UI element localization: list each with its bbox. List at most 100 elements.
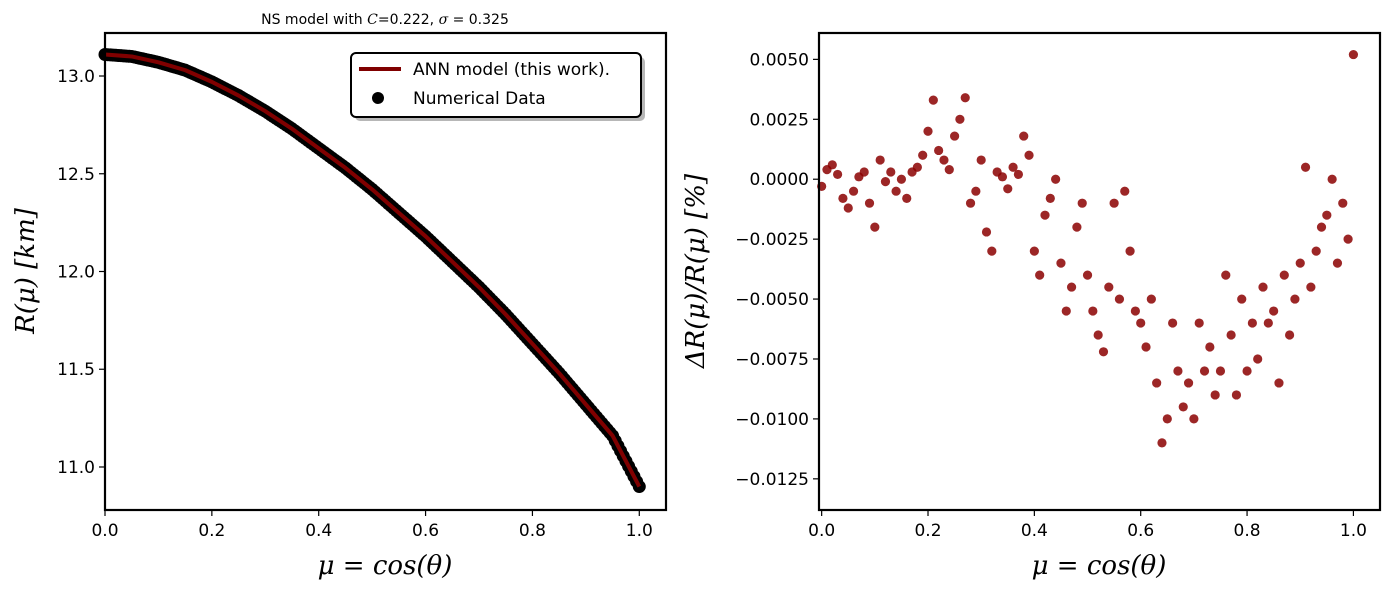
y-tick-label: −0.0025 bbox=[735, 230, 809, 250]
residual-data-point bbox=[859, 167, 869, 177]
residual-data-point bbox=[1157, 438, 1167, 448]
legend-label-numerical: Numerical Data bbox=[413, 89, 546, 109]
left-x-ticks: 0.0 0.2 0.4 0.6 0.8 1.0 bbox=[91, 510, 653, 541]
residual-data-point bbox=[1253, 354, 1263, 364]
residual-data-point bbox=[1322, 210, 1332, 220]
right-x-axis-label: μ = cos(θ) bbox=[1032, 551, 1167, 581]
left-y-axis-label: R(μ) [km] bbox=[11, 207, 41, 335]
residual-data-point bbox=[891, 186, 901, 196]
residual-data-point bbox=[1120, 186, 1130, 196]
residual-data-point bbox=[1114, 294, 1125, 304]
residual-data-point bbox=[1210, 390, 1220, 400]
residual-data-point bbox=[1024, 150, 1034, 160]
residual-data-point bbox=[1199, 366, 1210, 376]
y-tick-label: 13.0 bbox=[57, 67, 95, 87]
residual-data-point bbox=[950, 131, 960, 141]
residual-data-point bbox=[1141, 342, 1151, 352]
residual-data-point bbox=[918, 150, 928, 160]
x-tick-label: 1.0 bbox=[1340, 521, 1367, 541]
y-tick-label: −0.0075 bbox=[735, 350, 809, 370]
residual-data-point bbox=[1093, 330, 1103, 340]
x-tick-label: 0.6 bbox=[412, 521, 439, 541]
residual-data-point bbox=[923, 126, 933, 136]
residual-data-point bbox=[896, 174, 907, 184]
residual-data-point bbox=[1072, 222, 1082, 232]
residual-data-point bbox=[1040, 210, 1050, 220]
residual-data-point bbox=[912, 162, 922, 172]
residual-data-point bbox=[1263, 318, 1273, 328]
residual-data-point bbox=[1136, 318, 1146, 328]
legend: ANN model (this work). Numerical Data bbox=[350, 52, 645, 121]
residual-data-point bbox=[965, 198, 976, 208]
ann-model-line bbox=[104, 52, 642, 488]
residual-data-point bbox=[1290, 294, 1300, 304]
y-tick-label: 11.5 bbox=[57, 360, 95, 380]
residual-data-point bbox=[1104, 282, 1114, 292]
residual-data-point bbox=[870, 222, 880, 232]
residual-data-point bbox=[1231, 390, 1242, 400]
residual-data-point bbox=[1013, 169, 1024, 180]
residual-data-point bbox=[981, 227, 992, 237]
residual-data-point bbox=[1045, 193, 1055, 203]
x-tick-label: 0.2 bbox=[914, 521, 941, 541]
residual-data-point bbox=[1098, 347, 1109, 357]
residual-data-point bbox=[944, 165, 954, 175]
left-axes-frame bbox=[103, 31, 668, 512]
residual-data-point bbox=[1178, 402, 1188, 412]
legend-scatter-swatch bbox=[372, 92, 384, 104]
x-tick-label: 0.0 bbox=[91, 521, 118, 541]
residual-data-point bbox=[1061, 306, 1071, 316]
residual-data-point bbox=[1348, 49, 1359, 60]
residual-data-point bbox=[1162, 414, 1172, 424]
residual-data-point bbox=[1221, 270, 1231, 280]
residual-data-point bbox=[1056, 258, 1066, 268]
x-tick-label: 1.0 bbox=[626, 521, 653, 541]
residual-data-point bbox=[1082, 270, 1093, 280]
x-tick-label: 0.4 bbox=[305, 521, 332, 541]
x-tick-label: 0.0 bbox=[808, 521, 835, 541]
residual-data-point bbox=[1247, 318, 1257, 328]
residual-data-point bbox=[934, 145, 944, 156]
legend-label-ann: ANN model (this work). bbox=[413, 60, 610, 80]
residual-data-point bbox=[1300, 162, 1311, 172]
residual-data-point bbox=[1242, 366, 1252, 376]
residual-data-point bbox=[1215, 366, 1226, 376]
residual-data-point bbox=[843, 203, 853, 213]
right-plot-marks bbox=[817, 49, 1359, 448]
residual-data-point bbox=[1008, 162, 1018, 172]
residual-data-point bbox=[1338, 198, 1348, 208]
residual-data-point bbox=[955, 114, 965, 124]
residual-data-point bbox=[997, 172, 1008, 182]
residual-data-point bbox=[886, 167, 896, 177]
left-chart: NS model with C=0.222, σ = 0.325 11.011.… bbox=[11, 12, 668, 581]
x-tick-label: 0.8 bbox=[1234, 521, 1261, 541]
y-tick-label: 0.0000 bbox=[750, 170, 809, 190]
residual-data-point bbox=[1332, 258, 1343, 268]
y-tick-label: 12.5 bbox=[57, 165, 95, 185]
residual-data-point bbox=[1125, 246, 1135, 256]
residual-data-point bbox=[976, 155, 986, 165]
x-tick-label: 0.6 bbox=[1127, 521, 1154, 541]
y-tick-label: 0.0050 bbox=[750, 50, 809, 70]
residual-data-point bbox=[1019, 131, 1029, 141]
residual-data-point bbox=[1274, 378, 1284, 388]
residual-data-point bbox=[1316, 222, 1327, 232]
right-axes-frame bbox=[817, 31, 1382, 512]
residual-data-point bbox=[880, 177, 891, 187]
residual-data-point bbox=[1306, 282, 1316, 292]
right-chart: 0.0050 0.0025 0.0000 −0.0025 −0.0050 −0.0075 −… bbox=[681, 31, 1382, 581]
residual-data-point bbox=[1343, 234, 1353, 244]
residual-data-point bbox=[1168, 318, 1178, 328]
residual-data-point bbox=[1205, 342, 1215, 352]
residual-data-point bbox=[1152, 378, 1162, 388]
residual-data-point bbox=[928, 95, 938, 105]
y-tick-label: 12.0 bbox=[57, 263, 95, 283]
residual-data-point bbox=[960, 93, 970, 103]
left-y-ticks: 11.0 11.5 12.0 12.5 13.0 bbox=[57, 67, 105, 478]
residual-data-point bbox=[827, 160, 837, 170]
residual-data-point bbox=[1237, 294, 1247, 304]
residual-data-point bbox=[1269, 306, 1279, 316]
residual-data-point bbox=[864, 198, 875, 208]
residual-data-point bbox=[875, 155, 885, 165]
residual-data-point bbox=[971, 186, 981, 196]
